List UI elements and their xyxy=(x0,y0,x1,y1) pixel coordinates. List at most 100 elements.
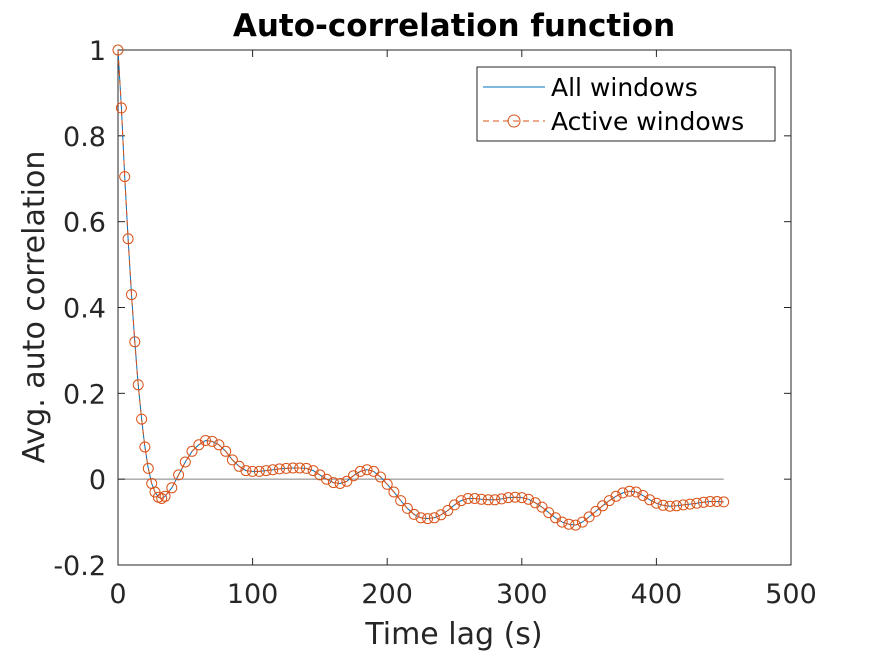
data-point-active-windows xyxy=(630,486,642,498)
data-point-active-windows xyxy=(226,454,238,466)
data-point-active-windows xyxy=(361,464,373,476)
x-tick-label: 300 xyxy=(496,579,548,610)
data-point-active-windows xyxy=(691,497,703,509)
x-axis: 0 100 200 300 400 500 xyxy=(109,50,817,610)
legend-label-active-windows: Active windows xyxy=(551,107,744,136)
data-point-active-windows xyxy=(617,487,629,499)
data-point-active-windows xyxy=(644,494,656,506)
data-point-active-windows xyxy=(536,501,548,513)
data-point-active-windows xyxy=(570,519,582,531)
data-point-active-windows xyxy=(354,465,366,477)
y-tick-label: 1 xyxy=(89,36,106,67)
data-point-active-windows xyxy=(704,496,716,507)
data-point-active-windows xyxy=(395,495,407,507)
data-point-active-windows xyxy=(388,486,400,498)
data-point-active-windows xyxy=(657,499,669,511)
data-point-active-windows xyxy=(583,511,595,523)
data-point-active-windows xyxy=(122,233,134,245)
data-point-active-windows xyxy=(260,465,272,477)
data-point-active-windows xyxy=(475,493,487,505)
chart-title: Auto-correlation function xyxy=(233,8,675,44)
series-layer xyxy=(112,44,730,531)
data-point-active-windows xyxy=(142,462,154,474)
data-point-active-windows xyxy=(156,493,168,504)
data-point-active-windows xyxy=(112,44,124,56)
data-point-active-windows xyxy=(115,102,127,114)
data-point-active-windows xyxy=(132,379,144,391)
data-point-active-windows xyxy=(173,469,185,481)
y-tick-label: -0.2 xyxy=(53,551,106,582)
data-point-active-windows xyxy=(482,494,494,506)
data-point-active-windows xyxy=(556,516,568,528)
data-point-active-windows xyxy=(253,465,265,477)
data-point-active-windows xyxy=(179,456,191,468)
data-point-active-windows xyxy=(274,463,285,475)
data-point-active-windows xyxy=(422,513,434,525)
data-point-active-windows xyxy=(408,508,420,520)
data-point-active-windows xyxy=(684,498,696,510)
data-point-active-windows xyxy=(711,496,723,507)
data-point-active-windows xyxy=(677,499,689,511)
data-point-active-windows xyxy=(321,473,333,485)
y-tick-label: 0.6 xyxy=(63,208,106,239)
data-point-active-windows xyxy=(139,441,151,453)
x-tick-label: 200 xyxy=(361,579,413,610)
data-point-active-windows xyxy=(718,496,730,508)
data-point-active-windows xyxy=(664,500,676,512)
data-point-active-windows xyxy=(375,471,386,483)
data-point-active-windows xyxy=(698,496,709,508)
data-point-active-windows xyxy=(624,485,635,497)
data-point-active-windows xyxy=(206,435,218,447)
data-point-active-windows xyxy=(247,465,259,477)
data-point-active-windows xyxy=(186,445,198,457)
data-point-active-windows xyxy=(523,493,534,505)
data-point-active-windows xyxy=(455,495,467,507)
x-tick-label: 0 xyxy=(109,579,126,610)
x-tick-label: 100 xyxy=(227,579,279,610)
data-point-active-windows xyxy=(428,512,440,524)
data-point-active-windows xyxy=(368,465,380,477)
data-point-active-windows xyxy=(129,336,141,348)
y-tick-label: 0.8 xyxy=(63,122,106,153)
legend: All windows Active windows xyxy=(476,66,776,142)
data-point-active-windows xyxy=(240,465,252,477)
data-point-active-windows xyxy=(563,518,575,530)
data-point-active-windows xyxy=(543,507,555,519)
data-point-active-windows xyxy=(220,445,232,457)
data-point-active-windows xyxy=(287,462,299,474)
data-point-active-windows xyxy=(213,439,225,451)
data-point-active-windows xyxy=(136,413,148,425)
x-tick-label: 400 xyxy=(631,579,683,610)
x-tick-label: 500 xyxy=(765,579,817,610)
y-axis: -0.2 0 0.2 0.4 0.6 0.8 1 xyxy=(53,36,791,582)
legend-box xyxy=(476,66,776,142)
data-point-active-windows xyxy=(200,435,211,446)
data-point-active-windows xyxy=(496,493,508,505)
data-point-active-windows xyxy=(462,493,474,504)
data-point-active-windows xyxy=(610,490,622,502)
data-point-active-windows xyxy=(280,462,292,474)
data-point-active-windows xyxy=(502,492,514,504)
data-point-active-windows xyxy=(119,171,131,183)
data-point-active-windows xyxy=(415,512,427,524)
data-point-active-windows xyxy=(590,505,602,517)
data-point-active-windows xyxy=(300,462,312,474)
data-point-active-windows xyxy=(516,492,528,504)
data-point-active-windows xyxy=(334,478,346,489)
data-point-active-windows xyxy=(159,490,171,502)
data-point-active-windows xyxy=(401,502,413,514)
data-point-active-windows xyxy=(327,477,339,489)
legend-label-all-windows: All windows xyxy=(551,73,698,102)
data-point-active-windows xyxy=(381,478,393,490)
data-point-active-windows xyxy=(341,475,353,487)
data-point-active-windows xyxy=(166,482,178,494)
data-point-active-windows xyxy=(126,289,137,301)
data-point-active-windows xyxy=(442,505,454,516)
data-point-active-windows xyxy=(671,500,683,512)
x-axis-label: Time lag (s) xyxy=(364,617,542,652)
y-tick-label: 0.4 xyxy=(63,294,106,325)
y-tick-label: 0.2 xyxy=(63,379,106,410)
data-point-active-windows xyxy=(469,493,481,504)
data-point-active-windows xyxy=(294,462,306,474)
